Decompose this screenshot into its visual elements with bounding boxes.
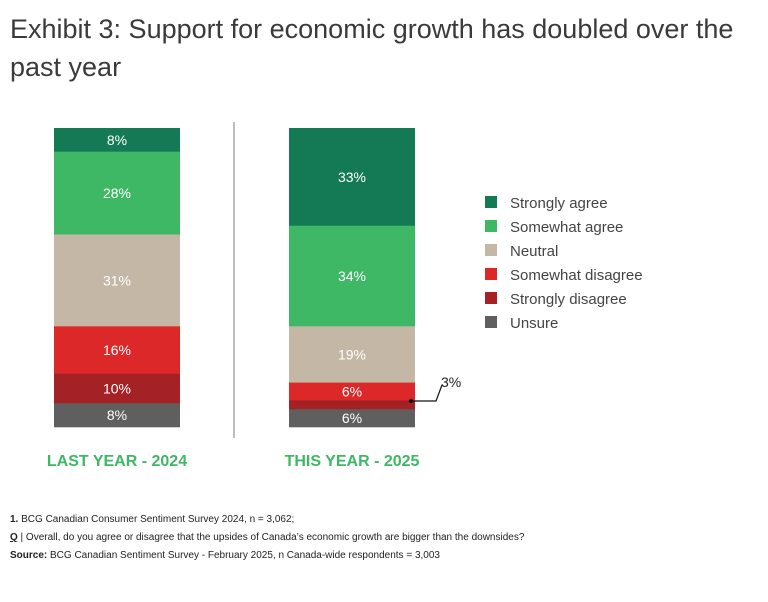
category-label-1: LAST YEAR - 2024	[47, 453, 187, 470]
question-prefix: Q	[10, 532, 18, 543]
legend-swatch-unsure	[485, 316, 497, 328]
footnote-1: 1. BCG Canadian Consumer Sentiment Surve…	[10, 511, 750, 529]
bars-group	[54, 128, 415, 428]
data-label-somewhat-agree-2: 34%	[338, 268, 366, 284]
bar-segment-strongly-agree-2	[289, 128, 415, 226]
legend-swatch-neutral	[485, 244, 497, 256]
stacked-bar-chart: 8% 28% 31% 16% 10% 8% 33% 34% 19% 6% 6% LAST YEAR …	[47, 122, 643, 470]
segment-labels-group: 8% 28% 31% 16% 10% 8% 33% 34% 19% 6% 6%	[103, 132, 366, 426]
data-label-neutral-2: 19%	[338, 346, 366, 362]
legend-label-unsure: Unsure	[510, 315, 558, 332]
callout-leader-line	[411, 384, 443, 402]
legend-label-neutral: Neutral	[510, 243, 558, 260]
bar-segment-strongly-agree-1	[54, 128, 180, 152]
callout-dot	[408, 398, 414, 404]
bar-segment-unsure-1	[54, 403, 180, 428]
legend-swatch-strongly-agree	[485, 196, 497, 208]
source-note: Source: BCG Canadian Sentiment Survey - …	[10, 547, 750, 565]
legend: Strongly agree Somewhat agree Neutral Somew…	[485, 195, 643, 332]
data-label-somewhat-agree-1: 28%	[103, 185, 131, 201]
legend-swatch-somewhat-disagree	[485, 268, 497, 280]
legend-label-strongly-disagree: Strongly disagree	[510, 291, 627, 308]
data-label-unsure-1: 8%	[107, 407, 127, 423]
category-labels-group: LAST YEAR - 2024 THIS YEAR - 2025	[47, 453, 420, 470]
data-label-strongly-disagree-1: 10%	[103, 381, 131, 397]
bar-segment-somewhat-agree-2	[289, 225, 415, 327]
data-label-neutral-1: 31%	[103, 272, 131, 288]
legend-label-somewhat-agree: Somewhat agree	[510, 219, 623, 236]
data-label-strongly-agree-1: 8%	[107, 132, 127, 148]
legend-swatch-somewhat-agree	[485, 220, 497, 232]
bar-segment-strongly-disagree-1	[54, 373, 180, 404]
chart-title: Exhibit 3: Support for economic growth h…	[10, 14, 734, 82]
legend-label-strongly-agree: Strongly agree	[510, 195, 608, 212]
data-label-somewhat-disagree-2: 6%	[342, 383, 362, 399]
survey-question: Q | Overall, do you agree or disagree th…	[10, 529, 750, 547]
question-text: | Overall, do you agree or disagree that…	[17, 532, 525, 543]
small-segment-callout: 3%	[408, 374, 461, 404]
bar-segment-somewhat-agree-1	[54, 151, 180, 235]
legend-label-somewhat-disagree: Somewhat disagree	[510, 267, 643, 284]
data-label-strongly-agree-2: 33%	[338, 169, 366, 185]
footnote-1-number: 1.	[10, 514, 19, 525]
legend-swatch-strongly-disagree	[485, 292, 497, 304]
source-prefix: Source:	[10, 550, 48, 561]
bar-segment-neutral-1	[54, 234, 180, 327]
footnotes: 1. BCG Canadian Consumer Sentiment Surve…	[10, 511, 750, 565]
bar-segment-somewhat-disagree-2	[289, 382, 415, 401]
footnote-1-text: BCG Canadian Consumer Sentiment Survey 2…	[18, 514, 295, 525]
bar-segment-neutral-2	[289, 326, 415, 383]
bar-segment-strongly-disagree-2	[289, 400, 415, 410]
source-text: BCG Canadian Sentiment Survey - February…	[47, 550, 440, 561]
bar-segment-unsure-2	[289, 409, 415, 428]
data-label-unsure-2: 6%	[342, 410, 362, 426]
category-label-2: THIS YEAR - 2025	[285, 453, 420, 470]
callout-label: 3%	[441, 374, 461, 390]
bar-segment-somewhat-disagree-1	[54, 326, 180, 375]
data-label-somewhat-disagree-1: 16%	[103, 342, 131, 358]
